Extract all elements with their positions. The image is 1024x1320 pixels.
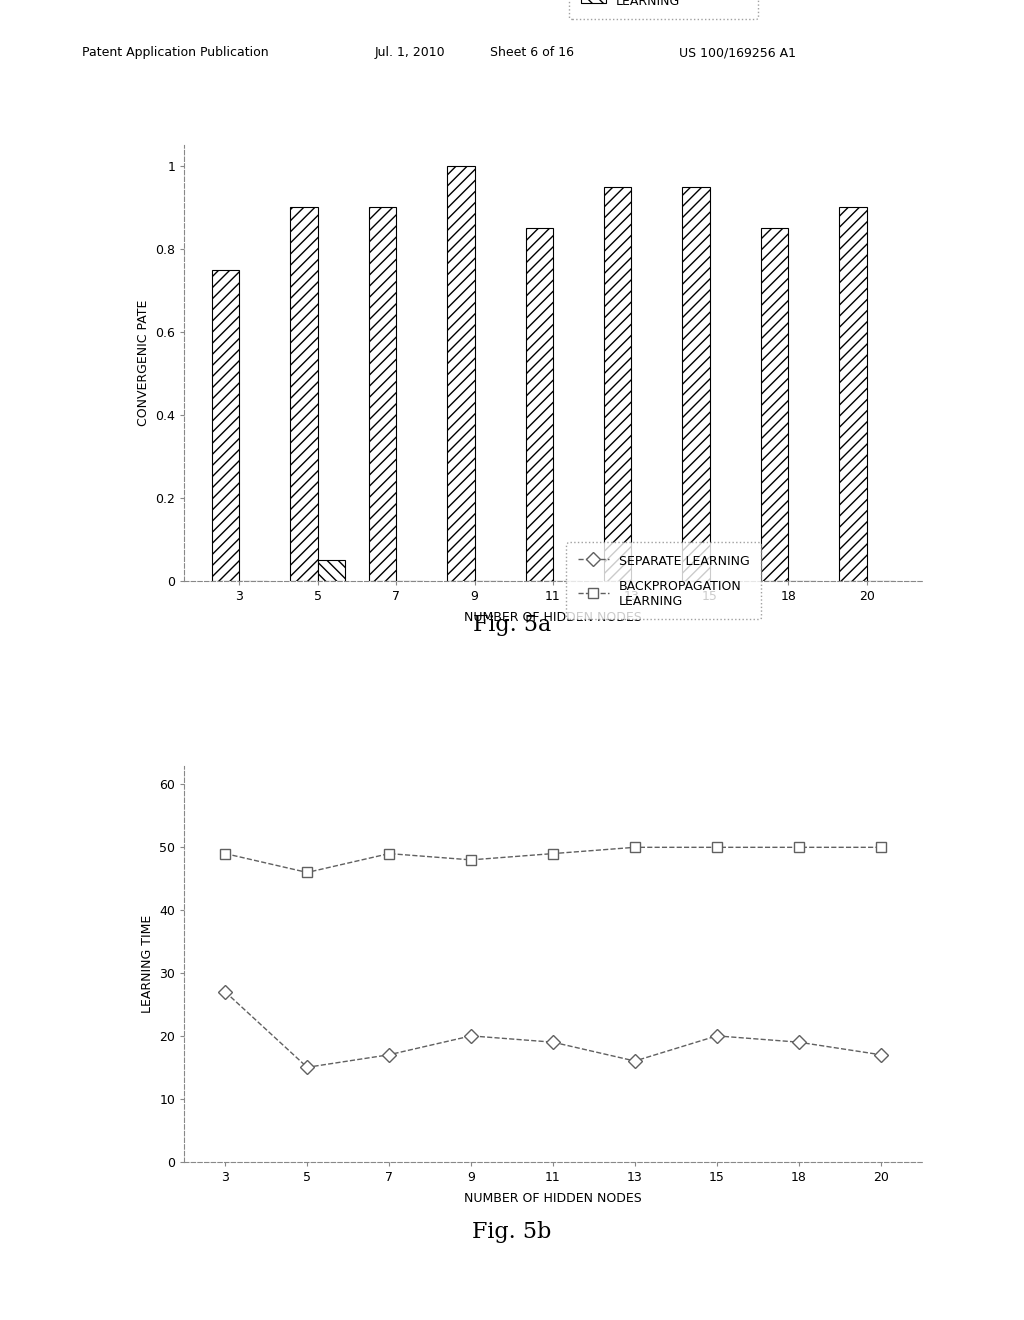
BACKPROPAGATION
LEARNING	[629, 840, 641, 855]
SEPARATE LEARNING	[793, 1035, 805, 1051]
X-axis label: NUMBER OF HIDDEN NODES: NUMBER OF HIDDEN NODES	[464, 1192, 642, 1205]
Text: Jul. 1, 2010: Jul. 1, 2010	[375, 46, 444, 59]
Bar	[290, 207, 317, 581]
SEPARATE LEARNING	[219, 983, 231, 999]
SEPARATE LEARNING	[301, 1060, 313, 1076]
Line: SEPARATE LEARNING: SEPARATE LEARNING	[220, 987, 886, 1072]
Text: US 100/169256 A1: US 100/169256 A1	[679, 46, 796, 59]
BACKPROPAGATION
LEARNING	[465, 851, 477, 867]
Legend: SEPARATE LEARNING, BACKPROPAGATION
LEARNING: SEPARATE LEARNING, BACKPROPAGATION LEARN…	[569, 0, 758, 20]
Y-axis label: LEARNING TIME: LEARNING TIME	[140, 915, 154, 1012]
BACKPROPAGATION
LEARNING	[219, 846, 231, 862]
Bar	[604, 186, 632, 581]
Bar	[317, 560, 345, 581]
BACKPROPAGATION
LEARNING	[874, 840, 887, 855]
Bar	[447, 166, 474, 581]
SEPARATE LEARNING	[383, 1047, 395, 1063]
BACKPROPAGATION
LEARNING	[383, 846, 395, 862]
Text: Fig. 5b: Fig. 5b	[472, 1221, 552, 1243]
Text: Patent Application Publication: Patent Application Publication	[82, 46, 268, 59]
SEPARATE LEARNING	[547, 1035, 559, 1051]
X-axis label: NUMBER OF HIDDEN NODES: NUMBER OF HIDDEN NODES	[464, 611, 642, 624]
BACKPROPAGATION
LEARNING	[301, 865, 313, 880]
Bar	[369, 207, 396, 581]
Line: BACKPROPAGATION
LEARNING: BACKPROPAGATION LEARNING	[220, 842, 886, 878]
SEPARATE LEARNING	[629, 1053, 641, 1069]
BACKPROPAGATION
LEARNING	[793, 840, 805, 855]
Bar	[525, 228, 553, 581]
Bar	[212, 269, 240, 581]
Bar	[840, 207, 866, 581]
Text: Fig. 5a: Fig. 5a	[473, 614, 551, 636]
SEPARATE LEARNING	[874, 1047, 887, 1063]
BACKPROPAGATION
LEARNING	[711, 840, 723, 855]
Bar	[761, 228, 788, 581]
Text: Sheet 6 of 16: Sheet 6 of 16	[490, 46, 574, 59]
Bar	[682, 186, 710, 581]
Legend: SEPARATE LEARNING, BACKPROPAGATION
LEARNING: SEPARATE LEARNING, BACKPROPAGATION LEARN…	[566, 543, 761, 619]
Y-axis label: CONVERGENIC PATE: CONVERGENIC PATE	[137, 300, 150, 426]
SEPARATE LEARNING	[711, 1028, 723, 1044]
SEPARATE LEARNING	[465, 1028, 477, 1044]
BACKPROPAGATION
LEARNING	[547, 846, 559, 862]
